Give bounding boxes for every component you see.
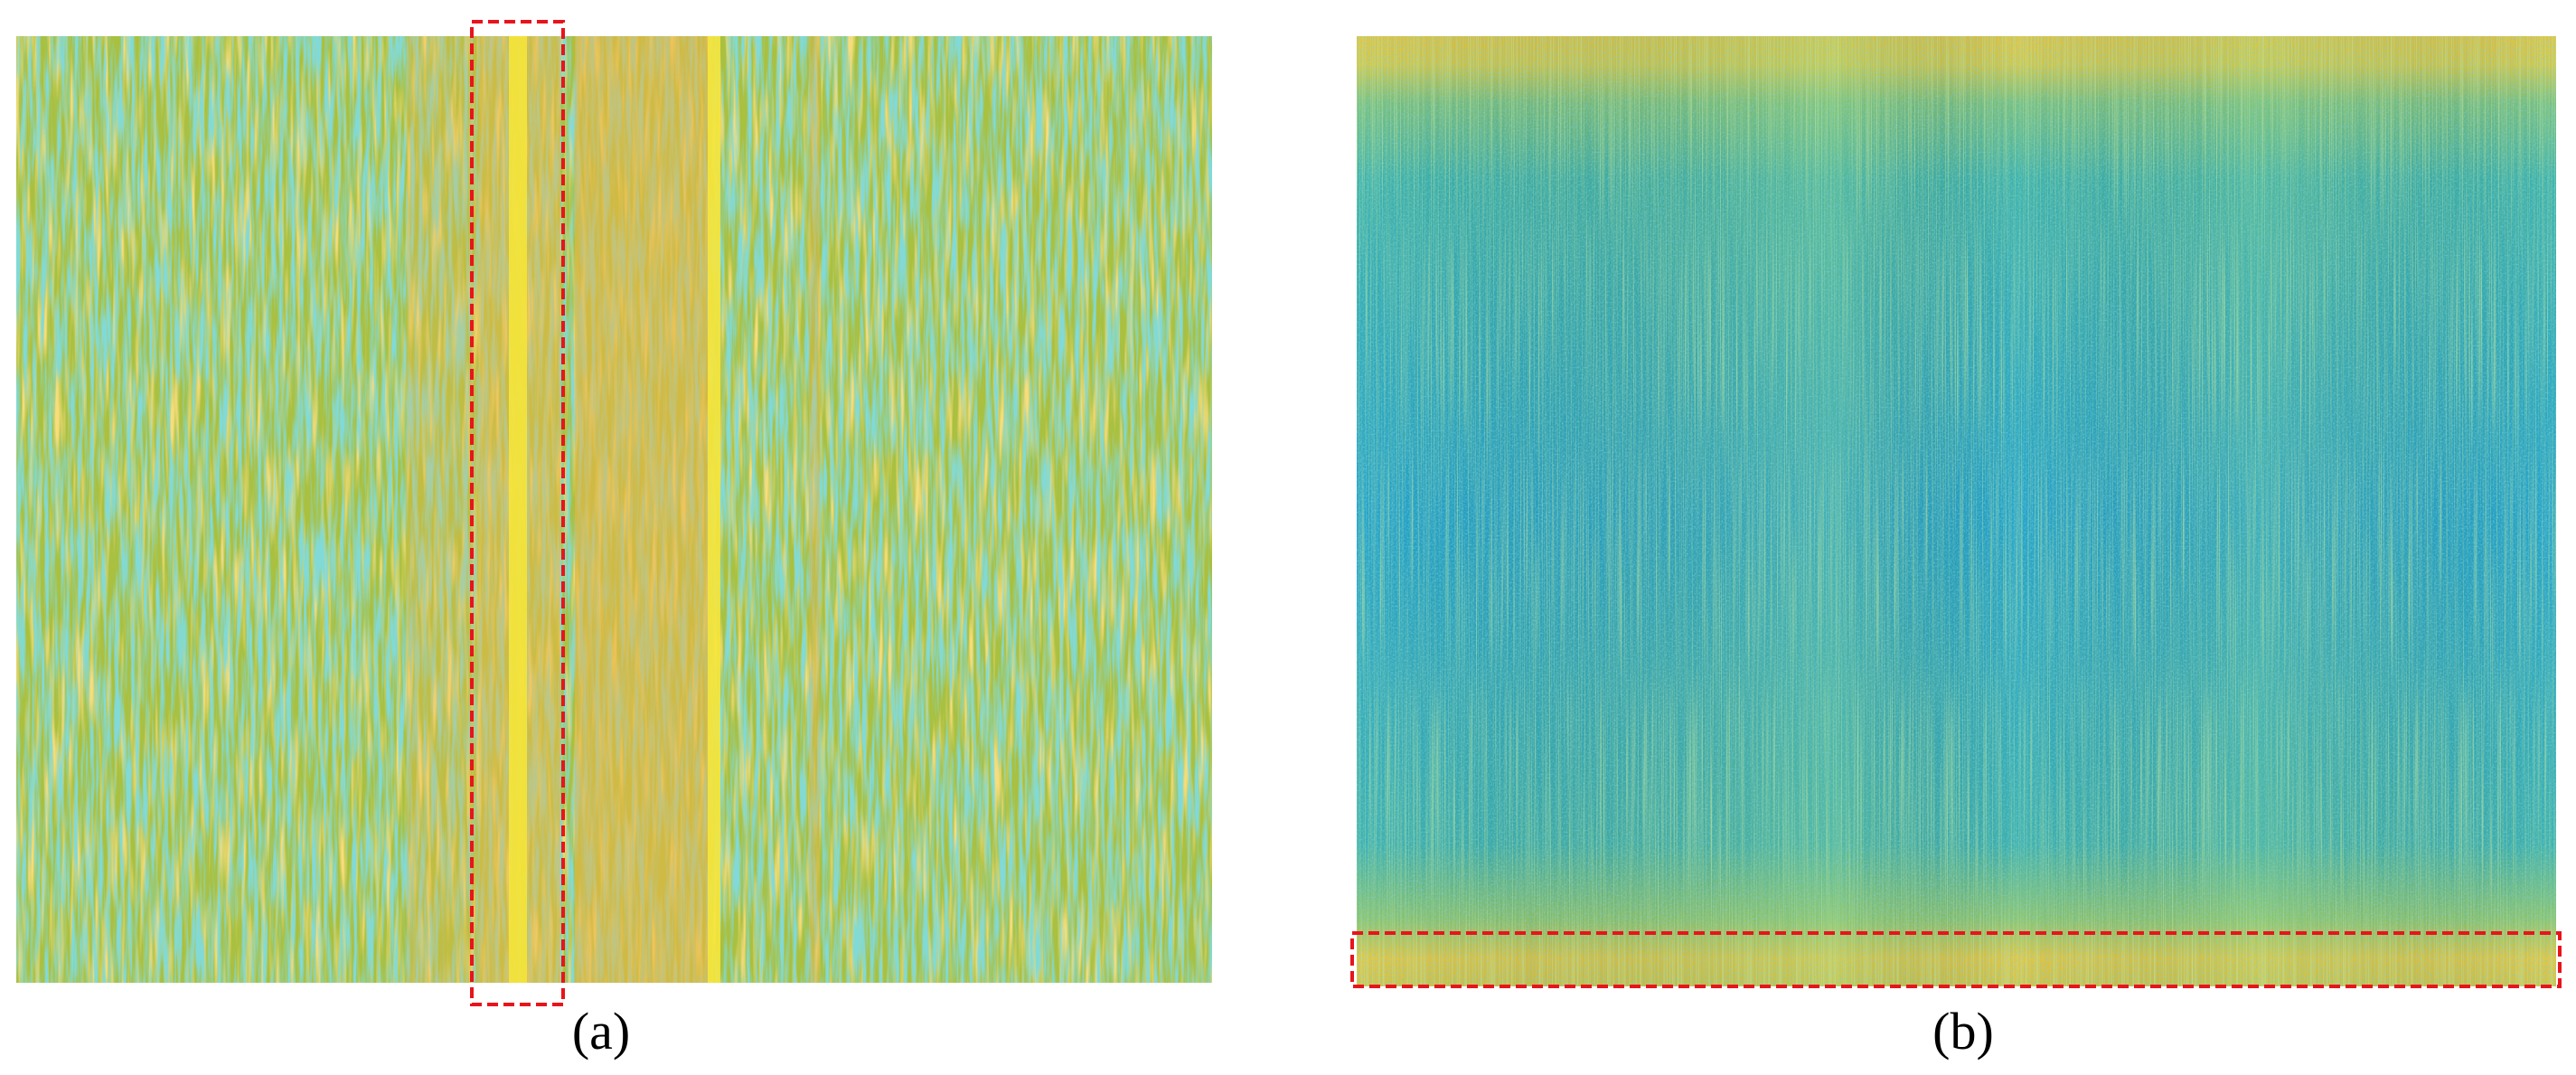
panel-b: (b) (1350, 36, 2562, 1061)
caption: (b) (1932, 1002, 1994, 1061)
band (708, 36, 720, 983)
spectrogram-texture (1357, 36, 2556, 986)
highlight-box (1350, 931, 2562, 988)
band (575, 36, 710, 983)
band (809, 36, 820, 983)
band (407, 36, 479, 983)
panel-a: (a) (16, 20, 1212, 1061)
band (509, 36, 527, 983)
caption: (a) (572, 1002, 630, 1061)
